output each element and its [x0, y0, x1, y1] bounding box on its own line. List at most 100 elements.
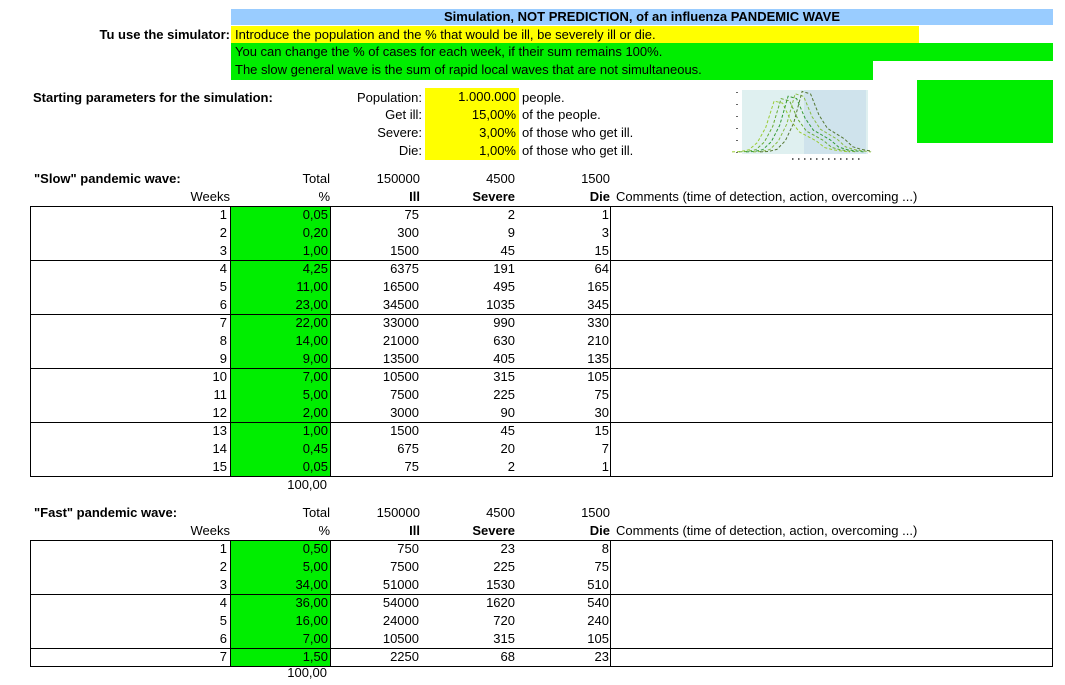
slow-cell-pct[interactable]: 1,00 — [302, 243, 328, 258]
fast-weeks-label: Weeks — [190, 523, 231, 538]
slow-cell-die: 330 — [587, 315, 609, 330]
slow-cell-week: 9 — [219, 351, 227, 366]
fast-comment-cell[interactable] — [611, 558, 1051, 576]
slow-comment-cell[interactable] — [611, 296, 1051, 314]
chart-ticks — [736, 92, 860, 160]
fast-cell-severe: 68 — [500, 649, 515, 664]
slow-cell-severe: 315 — [493, 369, 515, 384]
slow-comment-cell[interactable] — [611, 242, 1051, 260]
ill-input[interactable]: 15,00% — [425, 106, 519, 124]
slow-cell-die: 1 — [601, 207, 609, 222]
slow-cell-pct[interactable]: 5,00 — [302, 387, 328, 402]
fast-cell-pct[interactable]: 1,50 — [302, 649, 328, 664]
population-input[interactable]: 1.000.000 — [425, 88, 519, 106]
fast-cell-week: 5 — [219, 613, 227, 628]
fast-cell-ill: 54000 — [382, 595, 419, 610]
fast-cell-pct[interactable]: 34,00 — [295, 577, 328, 592]
fast-cell-pct[interactable]: 16,00 — [295, 613, 328, 628]
fast-comment-cell[interactable] — [611, 594, 1051, 612]
slow-cell-die: 210 — [587, 333, 609, 348]
slow-cell-pct[interactable]: 0,45 — [302, 441, 328, 456]
slow-cell-die: 135 — [587, 351, 609, 366]
chart-y-tick — [736, 92, 738, 93]
fast-comment-cell[interactable] — [611, 648, 1051, 666]
fast-cell-pct[interactable]: 0,50 — [302, 541, 328, 556]
slow-cell-pct[interactable]: 23,00 — [295, 297, 328, 312]
fast-comment-cell[interactable] — [611, 630, 1051, 648]
slow-comment-cell[interactable] — [611, 386, 1051, 404]
die-label: Die: — [398, 143, 422, 158]
slow-comment-cell[interactable] — [611, 278, 1051, 296]
slow-cell-pct[interactable]: 4,25 — [302, 261, 328, 276]
wave-chart-thumbnail — [732, 90, 872, 160]
slow-weeks-label: Weeks — [190, 189, 231, 204]
slow-comment-cell[interactable] — [611, 404, 1051, 422]
slow-sum: 100,00 — [287, 477, 327, 492]
slow-cell-ill: 7500 — [390, 387, 419, 402]
slow-comment-cell[interactable] — [611, 422, 1051, 440]
fast-comment-cell[interactable] — [611, 612, 1051, 630]
slow-cell-pct[interactable]: 0,20 — [302, 225, 328, 240]
slow-cell-pct[interactable]: 2,00 — [302, 405, 328, 420]
chart-x-tick — [834, 158, 836, 160]
slow-cell-ill: 1500 — [390, 423, 419, 438]
params-label: Starting parameters for the simulation: — [33, 90, 273, 105]
slow-cell-pct[interactable]: 0,05 — [302, 459, 328, 474]
fast-cell-ill: 7500 — [390, 559, 419, 574]
chart-x-tick — [816, 158, 818, 160]
slow-comment-cell[interactable] — [611, 368, 1051, 386]
fast-cell-severe: 225 — [493, 559, 515, 574]
fast-pct-column-bg — [231, 540, 330, 666]
fast-die-label: Die — [589, 523, 610, 538]
fast-comment-cell[interactable] — [611, 540, 1051, 558]
population-unit: people. — [522, 90, 565, 105]
slow-ill-label: Ill — [409, 189, 420, 204]
slow-cell-ill: 10500 — [382, 369, 419, 384]
slow-cell-pct[interactable]: 9,00 — [302, 351, 328, 366]
slow-cell-severe: 2 — [507, 207, 515, 222]
slow-cell-week: 4 — [219, 261, 227, 276]
slow-cell-week: 12 — [212, 405, 227, 420]
fast-total-label: Total — [302, 505, 330, 520]
fast-comments-label: Comments (time of detection, action, ove… — [616, 523, 918, 538]
slow-comment-cell[interactable] — [611, 458, 1051, 476]
slow-comment-cell[interactable] — [611, 314, 1051, 332]
slow-cell-ill: 75 — [404, 459, 419, 474]
slow-comment-cell[interactable] — [611, 440, 1051, 458]
slow-cell-week: 15 — [212, 459, 227, 474]
slow-cell-pct[interactable]: 1,00 — [302, 423, 328, 438]
slow-comment-cell[interactable] — [611, 224, 1051, 242]
fast-cell-severe: 720 — [493, 613, 515, 628]
slow-cell-pct[interactable]: 22,00 — [295, 315, 328, 330]
chart-x-tick — [804, 158, 806, 160]
slow-comment-cell[interactable] — [611, 206, 1051, 224]
slow-cell-severe: 2 — [507, 459, 515, 474]
slow-cell-severe: 630 — [493, 333, 515, 348]
slow-cell-pct[interactable]: 0,05 — [302, 207, 328, 222]
fast-cell-pct[interactable]: 36,00 — [295, 595, 328, 610]
slow-cell-severe: 90 — [500, 405, 515, 420]
slow-cell-die: 3 — [601, 225, 609, 240]
slow-cell-ill: 3000 — [390, 405, 419, 420]
slow-cell-pct[interactable]: 11,00 — [296, 279, 328, 294]
slow-title: "Slow" pandemic wave: — [34, 171, 181, 186]
slow-comment-cell[interactable] — [611, 332, 1051, 350]
fast-cell-die: 75 — [594, 559, 609, 574]
die-input[interactable]: 1,00% — [425, 142, 519, 160]
chart-series-line — [745, 95, 865, 153]
slow-comment-cell[interactable] — [611, 260, 1051, 278]
fast-cell-pct[interactable]: 7,00 — [302, 631, 328, 646]
fast-cell-die: 240 — [587, 613, 609, 628]
slow-cell-pct[interactable]: 7,00 — [302, 369, 328, 384]
population-label: Population: — [356, 90, 422, 105]
slow-cell-pct[interactable]: 14,00 — [295, 333, 328, 348]
severe-input[interactable]: 3,00% — [425, 124, 519, 142]
chart-y-tick — [736, 116, 738, 117]
slow-cell-severe: 1035 — [486, 297, 515, 312]
slow-cell-ill: 16500 — [382, 279, 419, 294]
slow-comment-cell[interactable] — [611, 350, 1051, 368]
fast-cell-die: 8 — [601, 541, 609, 556]
slow-die-total: 1500 — [581, 171, 610, 186]
fast-comment-cell[interactable] — [611, 576, 1051, 594]
fast-cell-pct[interactable]: 5,00 — [302, 559, 328, 574]
